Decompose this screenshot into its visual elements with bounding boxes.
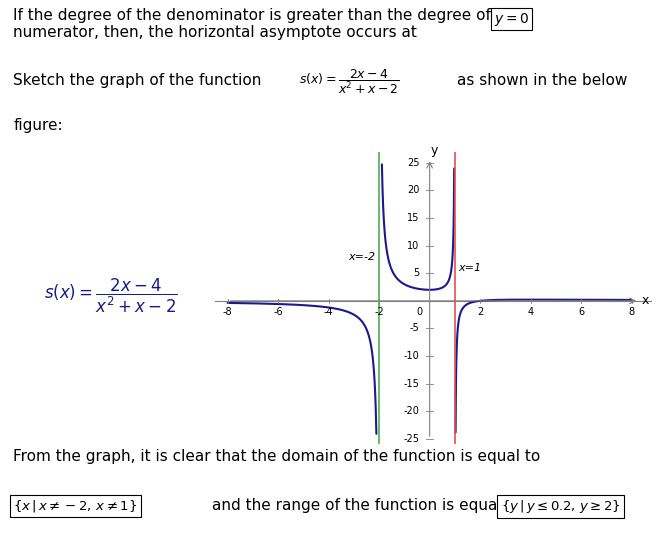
Text: -5: -5 — [410, 324, 419, 333]
Text: 10: 10 — [407, 241, 419, 250]
Text: -15: -15 — [404, 379, 419, 389]
Text: figure:: figure: — [13, 118, 63, 133]
Text: -8: -8 — [223, 307, 233, 318]
Text: If the degree of the denominator is greater than the degree of the
numerator, th: If the degree of the denominator is grea… — [13, 8, 521, 40]
Text: 5: 5 — [413, 268, 419, 278]
Text: 8: 8 — [628, 307, 634, 318]
Text: 2: 2 — [477, 307, 483, 318]
Text: $\{y\,|\,y\leq 0.2,\,y\geq 2\}$: $\{y\,|\,y\leq 0.2,\,y\geq 2\}$ — [501, 498, 620, 515]
Text: $y=0$: $y=0$ — [494, 11, 530, 28]
Text: Sketch the graph of the function: Sketch the graph of the function — [13, 73, 262, 88]
Text: y: y — [431, 144, 438, 157]
Text: -25: -25 — [404, 434, 419, 444]
Text: 15: 15 — [407, 213, 419, 223]
Text: x=-2: x=-2 — [348, 251, 376, 262]
Text: -6: -6 — [274, 307, 283, 318]
Text: 4: 4 — [528, 307, 534, 318]
Text: -20: -20 — [404, 406, 419, 416]
Text: -10: -10 — [404, 351, 419, 361]
Text: 20: 20 — [407, 185, 419, 196]
Text: 6: 6 — [578, 307, 584, 318]
Text: $\{x\,|\,x\neq -2,\,x\neq 1\}$: $\{x\,|\,x\neq -2,\,x\neq 1\}$ — [13, 498, 138, 514]
Text: -4: -4 — [324, 307, 333, 318]
Text: 25: 25 — [407, 158, 419, 168]
Text: $s(x)=\dfrac{2x-4}{x^2+x-2}$: $s(x)=\dfrac{2x-4}{x^2+x-2}$ — [44, 276, 177, 314]
Text: $s(x)=\dfrac{2x-4}{x^2+x-2}$: $s(x)=\dfrac{2x-4}{x^2+x-2}$ — [299, 68, 400, 96]
Text: and the range of the function is equal to: and the range of the function is equal t… — [212, 498, 521, 513]
Text: x: x — [642, 294, 649, 307]
Text: 0: 0 — [417, 307, 423, 318]
Text: as shown in the below: as shown in the below — [457, 73, 628, 88]
Text: -2: -2 — [374, 307, 384, 318]
Text: From the graph, it is clear that the domain of the function is equal to: From the graph, it is clear that the dom… — [13, 449, 541, 464]
Text: x=1: x=1 — [459, 263, 482, 273]
